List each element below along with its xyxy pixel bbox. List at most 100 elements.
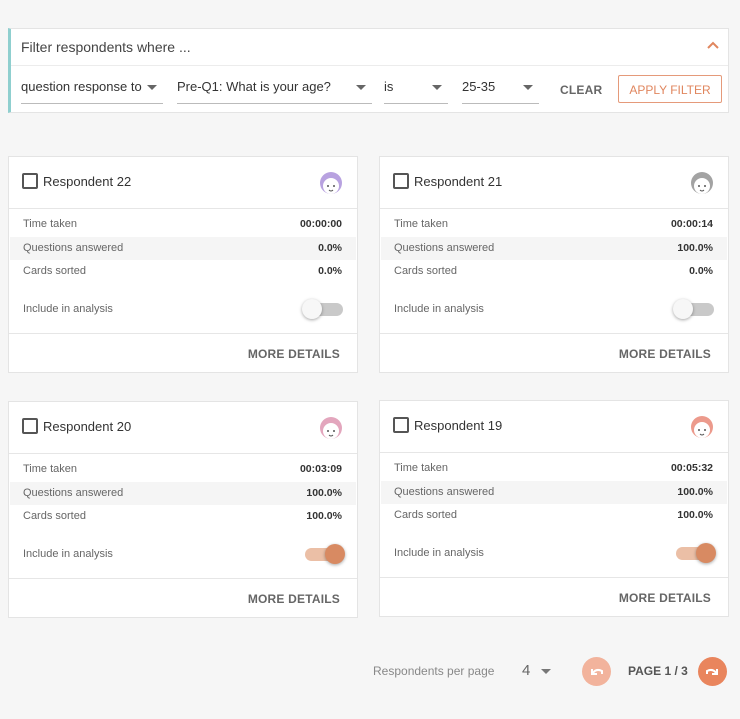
apply-filter-button[interactable]: APPLY FILTER [618, 75, 722, 103]
dropdown-arrow [541, 669, 551, 674]
respondent-name: Respondent 19 [414, 418, 503, 433]
collapse-icon[interactable] [706, 40, 720, 50]
respondent-card: Respondent 19 Time taken 00:05:32 Questions… [379, 400, 729, 617]
stat-value: 0.0% [689, 265, 713, 277]
filter-title: Filter respondents where ... [21, 39, 191, 55]
dropdown-arrow [523, 85, 533, 90]
filter-dropdown[interactable]: Pre-Q1: What is your age? [177, 77, 372, 104]
stat-label: Cards sorted [23, 510, 86, 522]
stat-row: Questions answered 100.0% [10, 482, 356, 505]
respondent-card: Respondent 20 Time taken 00:03:09 Questions… [8, 401, 358, 618]
divider [380, 452, 728, 453]
stat-label: Time taken [394, 218, 449, 230]
avatar [320, 417, 342, 439]
stat-value: 100.0% [677, 509, 713, 521]
stat-row: Time taken 00:05:32 [381, 457, 727, 480]
divider [380, 577, 728, 578]
select-checkbox[interactable] [22, 418, 38, 434]
stat-row: Questions answered 100.0% [381, 481, 727, 504]
include-toggle[interactable] [302, 299, 343, 319]
dropdown-arrow [147, 85, 157, 90]
stat-label: Cards sorted [23, 265, 86, 277]
per-page-select[interactable]: 4 [522, 662, 531, 679]
avatar [320, 172, 342, 194]
respondent-card: Respondent 22 Time taken 00:00:00 Questions… [8, 156, 358, 373]
stat-value: 100.0% [306, 510, 342, 522]
stat-row: Cards sorted 0.0% [381, 260, 727, 283]
divider [380, 208, 728, 209]
stat-row: Cards sorted 0.0% [10, 260, 356, 283]
include-label: Include in analysis [23, 548, 113, 560]
include-toggle[interactable] [676, 543, 716, 563]
include-toggle[interactable] [673, 299, 714, 319]
stat-row: Time taken 00:03:09 [10, 458, 356, 481]
dropdown-arrow [432, 85, 442, 90]
filter-panel: Filter respondents where ... CLEAR APPLY… [8, 28, 729, 113]
stat-value: 0.0% [318, 265, 342, 277]
stat-value: 100.0% [306, 487, 342, 499]
stat-value: 0.0% [318, 242, 342, 254]
stat-label: Questions answered [394, 242, 495, 254]
include-label: Include in analysis [394, 547, 484, 559]
respondent-name: Respondent 20 [43, 419, 132, 434]
stat-value: 00:00:00 [299, 218, 342, 230]
stat-label: Time taken [23, 463, 78, 475]
respondent-name: Respondent 21 [414, 174, 503, 189]
respondent-card: Respondent 21 Time taken 00:00:14 Questions… [379, 156, 729, 373]
select-checkbox[interactable] [393, 173, 409, 189]
filter-dropdown[interactable]: 25-35 [462, 77, 539, 104]
dropdown-value: Pre-Q1: What is your age? [177, 79, 331, 94]
divider [9, 333, 357, 334]
select-checkbox[interactable] [393, 417, 409, 433]
include-label: Include in analysis [23, 303, 113, 315]
stat-label: Questions answered [23, 242, 124, 254]
stat-value: 00:05:32 [670, 462, 713, 474]
toggle-knob [325, 544, 345, 564]
stat-value: 00:00:14 [670, 218, 713, 230]
clear-button[interactable]: CLEAR [560, 83, 603, 97]
stat-row: Questions answered 100.0% [381, 237, 727, 260]
stat-row: Cards sorted 100.0% [381, 504, 727, 527]
page-indicator: PAGE 1 / 3 [628, 664, 688, 678]
stat-row: Time taken 00:00:14 [381, 213, 727, 236]
more-details-button[interactable]: MORE DETAILS [247, 592, 340, 606]
toggle-knob [673, 299, 693, 319]
stat-row: Time taken 00:00:00 [10, 213, 356, 236]
stat-label: Questions answered [394, 486, 495, 498]
stat-value: 00:03:09 [299, 463, 342, 475]
undo-icon [591, 668, 603, 675]
previous-page-button[interactable] [582, 657, 611, 686]
select-checkbox[interactable] [22, 173, 38, 189]
more-details-button[interactable]: MORE DETAILS [618, 347, 711, 361]
divider [9, 208, 357, 209]
toggle-knob [696, 543, 716, 563]
more-details-button[interactable]: MORE DETAILS [247, 347, 340, 361]
redo-icon [706, 668, 718, 675]
dropdown-value: question response to [21, 79, 142, 94]
stat-label: Time taken [23, 218, 78, 230]
dropdown-value: is [384, 79, 394, 94]
respondent-name: Respondent 22 [43, 174, 132, 189]
dropdown-value: 25-35 [462, 79, 496, 94]
divider [9, 578, 357, 579]
include-toggle[interactable] [305, 544, 345, 564]
include-label: Include in analysis [394, 303, 484, 315]
more-details-button[interactable]: MORE DETAILS [618, 591, 711, 605]
next-page-button[interactable] [698, 657, 727, 686]
toggle-knob [302, 299, 322, 319]
divider [380, 333, 728, 334]
stat-label: Cards sorted [394, 509, 457, 521]
stat-label: Time taken [394, 462, 449, 474]
dropdown-arrow [356, 85, 366, 90]
avatar [691, 172, 713, 194]
stat-label: Cards sorted [394, 265, 457, 277]
avatar [691, 416, 713, 438]
stat-row: Cards sorted 100.0% [10, 505, 356, 528]
stat-value: 100.0% [677, 486, 713, 498]
divider [9, 453, 357, 454]
per-page-label: Respondents per page [373, 664, 495, 678]
filter-dropdown[interactable]: is [384, 77, 448, 104]
stat-row: Questions answered 0.0% [10, 237, 356, 260]
filter-dropdown[interactable]: question response to [21, 77, 163, 104]
